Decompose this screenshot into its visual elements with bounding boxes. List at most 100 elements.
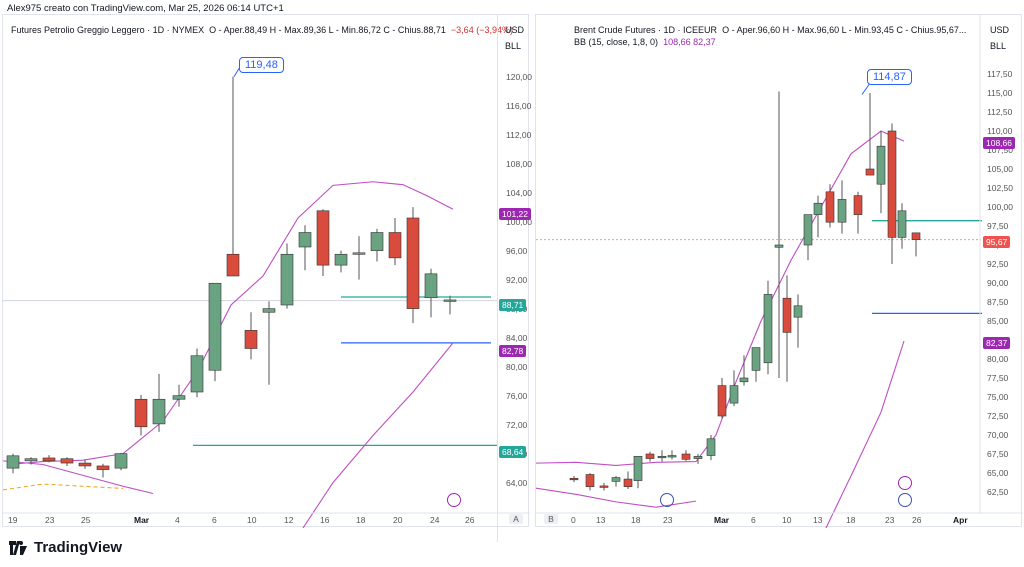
candle-body — [837, 199, 847, 223]
price-axis-label: 100,00 — [506, 217, 532, 227]
candle-body — [865, 168, 875, 176]
time-axis-label: 6 — [212, 515, 217, 525]
moving-average — [3, 483, 124, 491]
candle-body — [388, 232, 402, 259]
candle-body — [262, 308, 276, 313]
candle-body — [244, 330, 258, 349]
bollinger-upper — [8, 181, 454, 466]
bollinger-lower — [3, 460, 154, 495]
pane-corner-label[interactable]: B — [544, 514, 558, 524]
price-axis-label: 72,00 — [506, 420, 528, 430]
candle-body — [751, 347, 761, 371]
price-axis-label: 92,50 — [987, 259, 1009, 269]
time-axis-label: Mar — [134, 515, 150, 525]
price-axis-label: 104,00 — [506, 188, 532, 198]
time-axis-label: 6 — [751, 515, 756, 525]
time-axis-label: 10 — [247, 515, 257, 525]
bollinger-upper — [536, 130, 905, 466]
price-axis-label: 108,00 — [506, 159, 532, 169]
candle-body — [693, 455, 703, 459]
event-icon[interactable] — [898, 476, 912, 490]
candle-body — [24, 458, 38, 462]
candle-body — [114, 453, 128, 469]
indicator-legend[interactable]: BB (15, close, 1,8, 0) 108,66 82,37 — [574, 37, 716, 47]
candle-body — [569, 478, 579, 481]
candle-body — [645, 453, 655, 459]
candle-body — [599, 485, 609, 488]
candle-body — [897, 210, 907, 238]
price-axis-label: 64,00 — [506, 478, 528, 488]
currency-label: USD — [505, 25, 525, 35]
time-axis-label: 4 — [175, 515, 180, 525]
time-axis-label: 23 — [663, 515, 673, 525]
candlestick-chart-right[interactable] — [536, 15, 1023, 528]
price-tag: 82,78 — [499, 345, 527, 357]
legend-left: Futures Petrolio Greggio Leggero · 1D · … — [11, 25, 513, 35]
candle-body — [774, 244, 784, 248]
unit-label: BLL — [990, 41, 1007, 51]
candle-body — [657, 455, 667, 459]
candle-body — [813, 202, 823, 215]
time-axis-label: 26 — [912, 515, 922, 525]
chart-pane-left[interactable]: Futures Petrolio Greggio Leggero · 1D · … — [2, 14, 532, 528]
time-axis-label: 12 — [284, 515, 294, 525]
symbol-title: Brent Crude Futures · 1D · ICEEUR — [574, 25, 718, 35]
price-tag: 82,37 — [983, 337, 1011, 349]
time-axis-label: 10 — [782, 515, 792, 525]
price-axis-label: 92,00 — [506, 275, 528, 285]
candle-body — [334, 253, 348, 266]
replay-icon[interactable] — [898, 493, 912, 507]
price-axis-label: 112,00 — [506, 130, 532, 140]
ohlc-values: O - Aper.96,60 H - Max.96,60 L - Min.93,… — [722, 25, 967, 35]
pane-corner-label[interactable]: A — [509, 514, 523, 524]
price-axis-label: 112,50 — [987, 107, 1013, 117]
chart-caption: Alex975 creato con TradingView.com, Mar … — [7, 3, 284, 14]
bollinger-lower — [302, 342, 454, 528]
change-value: −3,64 (−3,94%) — [450, 25, 513, 35]
candle-body — [585, 474, 595, 487]
tradingview-logo-icon — [9, 540, 27, 555]
price-axis-divider — [497, 14, 498, 542]
time-axis-label: 25 — [81, 515, 91, 525]
high-callout: 119,48 — [239, 57, 284, 73]
candle-body — [876, 145, 886, 185]
price-axis-label: 67,50 — [987, 449, 1009, 459]
candle-body — [825, 191, 835, 223]
event-icon[interactable] — [447, 493, 461, 507]
time-axis-label: 19 — [8, 515, 18, 525]
candle-body — [280, 253, 294, 306]
candle-body — [208, 282, 222, 371]
chart-pane-right[interactable]: Brent Crude Futures · 1D · ICEEUR O - Ap… — [535, 14, 1023, 528]
candle-body — [853, 195, 863, 215]
price-axis-label: 117,50 — [987, 69, 1013, 79]
candle-body — [717, 385, 727, 417]
candle-body — [911, 232, 921, 240]
time-axis-label: 24 — [430, 515, 440, 525]
time-axis-label: 16 — [320, 515, 330, 525]
time-axis-label: 13 — [596, 515, 606, 525]
candle-body — [78, 462, 92, 467]
time-axis-label: 18 — [356, 515, 366, 525]
brand-name: TradingView — [34, 539, 123, 556]
candle-body — [352, 252, 366, 255]
candle-body — [443, 299, 457, 302]
time-axis-label: 23 — [885, 515, 895, 525]
tradingview-logo: TradingView — [8, 539, 122, 556]
candle-body — [42, 457, 56, 462]
price-axis-label: 107,50 — [987, 145, 1013, 155]
replay-icon[interactable] — [660, 493, 674, 507]
candle-body — [316, 210, 330, 266]
candle-body — [739, 377, 749, 383]
time-axis-label: Mar — [714, 515, 730, 525]
candle-body — [611, 477, 621, 482]
candle-body — [60, 458, 74, 464]
price-tag: 68,64 — [499, 446, 527, 458]
price-axis-label: 75,00 — [987, 392, 1009, 402]
candle-body — [172, 395, 186, 400]
candle-body — [370, 232, 384, 251]
candlestick-chart-left[interactable] — [3, 15, 530, 528]
price-tag: 101,22 — [499, 208, 531, 220]
bb-values: 108,66 82,37 — [663, 37, 716, 47]
time-axis-label: 20 — [393, 515, 403, 525]
candle-body — [6, 455, 20, 469]
